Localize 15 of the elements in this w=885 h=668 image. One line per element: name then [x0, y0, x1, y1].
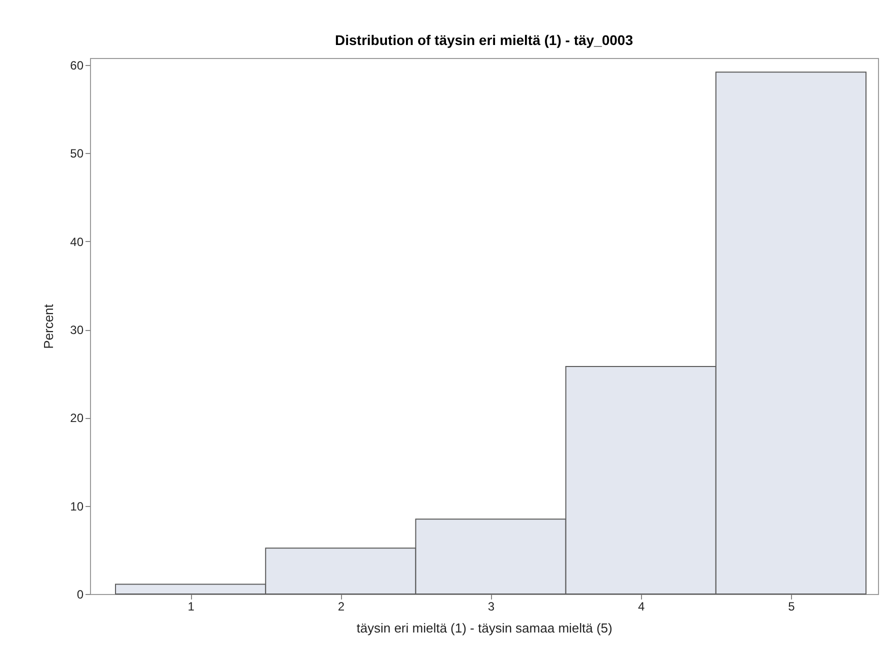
- x-tick-label: 3: [488, 600, 495, 614]
- y-tick-label: 20: [70, 411, 84, 426]
- x-tick-label: 1: [188, 600, 195, 614]
- x-tick-label: 5: [788, 600, 796, 614]
- y-axis-title: Percent: [41, 304, 56, 349]
- y-tick-label: 60: [70, 58, 84, 73]
- x-tick-label: 4: [638, 600, 646, 614]
- y-tick-label: 40: [70, 234, 84, 249]
- y-tick-label: 10: [70, 499, 84, 514]
- y-tick-label: 50: [70, 146, 84, 161]
- y-tick-label: 0: [76, 588, 84, 602]
- x-axis-title: täysin eri mieltä (1) - täysin samaa mieltä (5): [356, 620, 612, 636]
- x-tick-label: 2: [338, 600, 345, 614]
- chart-title: Distribution of täysin eri mieltä (1) - täy_0003: [335, 32, 634, 48]
- y-tick-label: 30: [70, 323, 84, 338]
